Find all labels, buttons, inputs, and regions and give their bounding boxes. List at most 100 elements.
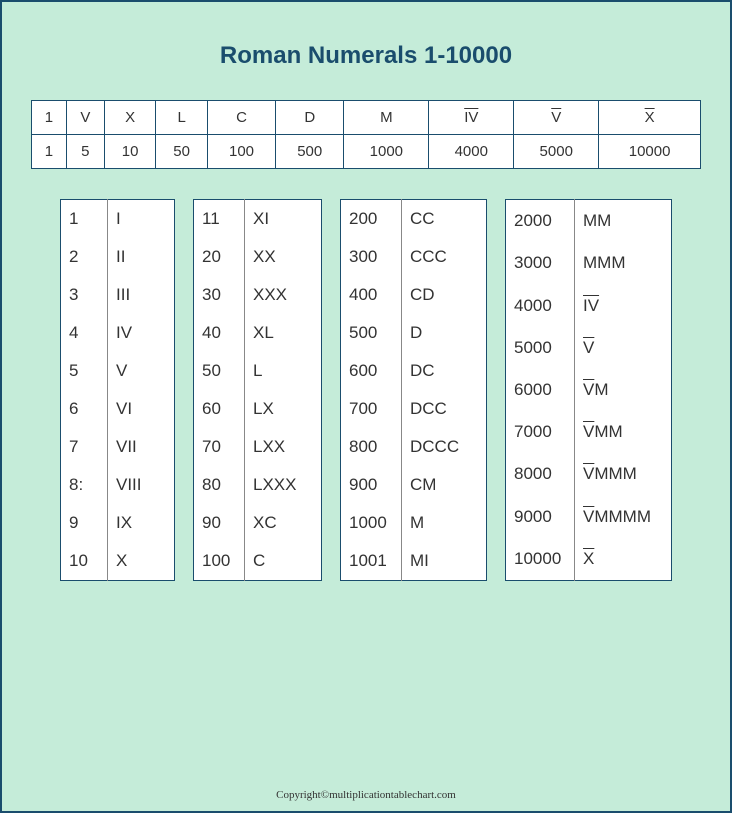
number-cell: 8: [61, 466, 108, 504]
table-row: 8:VIII [61, 466, 175, 504]
number-cell: 11 [194, 200, 245, 239]
number-cell: 2 [61, 238, 108, 276]
table-row: 6VI [61, 390, 175, 428]
number-cell: 90 [194, 504, 245, 542]
table-row: 6000VM [506, 369, 672, 411]
roman-cell: DCCC [402, 428, 487, 466]
header-roman-cell: L [156, 101, 208, 135]
table-row: 9000VMMMM [506, 495, 672, 537]
number-cell: 7 [61, 428, 108, 466]
copyright-footer: Copyright©multiplicationtablechart.com [2, 789, 730, 801]
table-row: 80LXXX [194, 466, 322, 504]
roman-cell: CC [402, 200, 487, 239]
number-cell: 100 [194, 542, 245, 581]
header-roman-cell: D [276, 101, 344, 135]
number-cell: 6 [61, 390, 108, 428]
table-row: 1001MI [341, 542, 487, 581]
number-cell: 5 [61, 352, 108, 390]
roman-cell: CM [402, 466, 487, 504]
roman-cell: IV [575, 284, 672, 326]
number-cell: 60 [194, 390, 245, 428]
number-cell: 10000 [506, 538, 575, 581]
table-row: 9IX [61, 504, 175, 542]
header-value-cell: 5000 [514, 135, 599, 169]
table-row: 11XI [194, 200, 322, 239]
columns-container: 1I2II3III4IV5V6VI7VII8:VIII9IX10X 11XI20… [2, 199, 730, 581]
table-row: 10000X [506, 538, 672, 581]
roman-cell: VIII [108, 466, 175, 504]
header-values-row: 15105010050010004000500010000 [32, 135, 701, 169]
number-cell: 5000 [506, 327, 575, 369]
number-cell: 7000 [506, 411, 575, 453]
header-reference-table: 1VXLCDMIVVX 1510501005001000400050001000… [31, 100, 701, 169]
number-cell: 10 [61, 542, 108, 581]
header-roman-cell: 1 [32, 101, 67, 135]
header-roman-cell: X [599, 101, 701, 135]
table-row: 3000MMM [506, 242, 672, 284]
number-cell: 1 [61, 200, 108, 239]
table-row: 2II [61, 238, 175, 276]
roman-cell: LXXX [245, 466, 322, 504]
number-cell: 40 [194, 314, 245, 352]
table-row: 200CC [341, 200, 487, 239]
number-cell: 1001 [341, 542, 402, 581]
page-title: Roman Numerals 1-10000 [2, 2, 730, 100]
table-row: 400CD [341, 276, 487, 314]
number-cell: 80 [194, 466, 245, 504]
number-cell: 200 [341, 200, 402, 239]
number-cell: 9 [61, 504, 108, 542]
number-cell: 9000 [506, 495, 575, 537]
header-value-cell: 1 [32, 135, 67, 169]
number-cell: 30 [194, 276, 245, 314]
table-row: 60LX [194, 390, 322, 428]
table-row: 700DCC [341, 390, 487, 428]
number-cell: 3 [61, 276, 108, 314]
header-value-cell: 100 [207, 135, 275, 169]
table-row: 5V [61, 352, 175, 390]
header-roman-cell: C [207, 101, 275, 135]
table-row: 2000MM [506, 200, 672, 243]
header-roman-cell: V [514, 101, 599, 135]
table-row: 4000IV [506, 284, 672, 326]
header-value-cell: 10000 [599, 135, 701, 169]
roman-cell: VM [575, 369, 672, 411]
table-row: 500D [341, 314, 487, 352]
roman-cell: X [575, 538, 672, 581]
data-column-1: 1I2II3III4IV5V6VI7VII8:VIII9IX10X [60, 199, 175, 581]
roman-cell: DCC [402, 390, 487, 428]
header-value-cell: 50 [156, 135, 208, 169]
roman-cell: VII [108, 428, 175, 466]
number-cell: 700 [341, 390, 402, 428]
data-column-2: 11XI20XX30XXX40XL50L60LX70LXX80LXXX90XC1… [193, 199, 322, 581]
roman-cell: I [108, 200, 175, 239]
table-row: 600DC [341, 352, 487, 390]
number-cell: 70 [194, 428, 245, 466]
table-row: 800DCCC [341, 428, 487, 466]
roman-cell: M [402, 504, 487, 542]
table-row: 100C [194, 542, 322, 581]
number-cell: 20 [194, 238, 245, 276]
roman-cell: XI [245, 200, 322, 239]
roman-cell: C [245, 542, 322, 581]
number-cell: 4000 [506, 284, 575, 326]
roman-cell: CCC [402, 238, 487, 276]
roman-cell: IV [108, 314, 175, 352]
table-row: 20XX [194, 238, 322, 276]
table-row: 50L [194, 352, 322, 390]
number-cell: 900 [341, 466, 402, 504]
table-row: 3III [61, 276, 175, 314]
header-value-cell: 10 [104, 135, 156, 169]
roman-cell: LXX [245, 428, 322, 466]
number-cell: 600 [341, 352, 402, 390]
roman-cell: XL [245, 314, 322, 352]
number-cell: 6000 [506, 369, 575, 411]
roman-cell: MM [575, 200, 672, 243]
table-row: 10X [61, 542, 175, 581]
table-row: 40XL [194, 314, 322, 352]
number-cell: 50 [194, 352, 245, 390]
roman-cell: VMM [575, 411, 672, 453]
number-cell: 2000 [506, 200, 575, 243]
header-roman-cell: IV [429, 101, 514, 135]
header-value-cell: 1000 [344, 135, 429, 169]
roman-cell: XC [245, 504, 322, 542]
